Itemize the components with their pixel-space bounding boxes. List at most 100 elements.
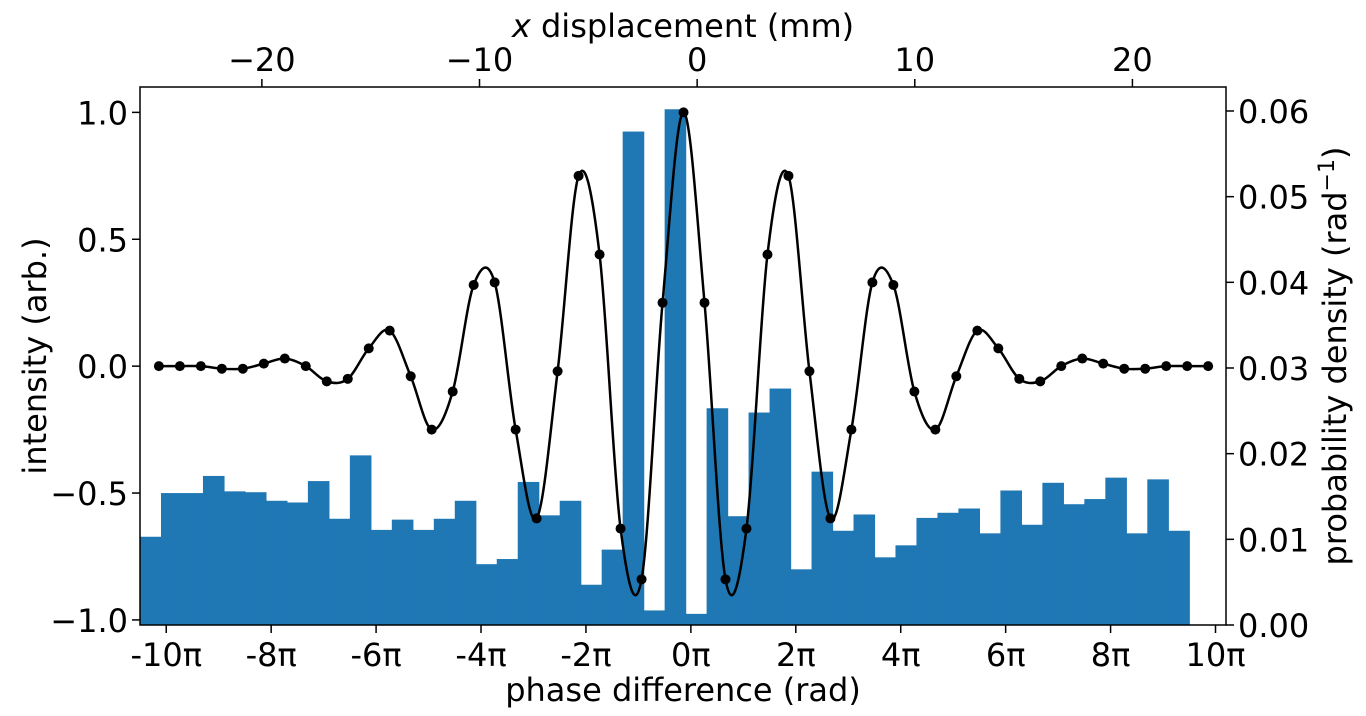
histogram-bar (958, 508, 981, 625)
left-axis: −1.0 −0.5 0.0 0.5 1.0 (50, 94, 140, 640)
histogram-bar (1168, 530, 1190, 625)
left-tick-label: −1.0 (50, 602, 128, 640)
histogram-bar (1084, 499, 1106, 625)
histogram-bar (643, 610, 666, 625)
x-tick-label: 6π (986, 636, 1026, 674)
intensity-point (279, 353, 290, 364)
histogram-bar (1063, 504, 1085, 625)
histogram-bar (286, 502, 309, 625)
intensity-point (447, 386, 458, 397)
intensity-point (237, 363, 248, 374)
histogram-bar (874, 557, 897, 625)
intensity-point (636, 574, 647, 585)
histogram-bar (664, 109, 687, 626)
intensity-point (846, 424, 857, 435)
right-axis-label: probability density (rad−1) (1315, 147, 1354, 566)
histogram-bar (580, 584, 603, 625)
intensity-point (594, 249, 605, 260)
intensity-point (174, 361, 185, 372)
histogram-bar (790, 569, 813, 625)
x-tick-label: -10π (130, 636, 202, 674)
top-tick-label: −10 (446, 41, 514, 79)
intensity-points (153, 107, 1214, 585)
histogram-bar (349, 455, 372, 625)
histogram-bar (1000, 490, 1022, 625)
intensity-point (321, 376, 332, 387)
intensity-point (825, 513, 836, 524)
intensity-point (1119, 363, 1130, 374)
x-tick-label: -6π (351, 636, 402, 674)
intensity-point (1140, 363, 1151, 374)
intensity-point (930, 424, 941, 435)
top-tick-label: 10 (894, 41, 935, 79)
x-tick-label: 0π (671, 636, 711, 674)
histogram-bar (1147, 479, 1169, 625)
top-tick-label: 20 (1112, 41, 1153, 79)
intensity-point (489, 277, 500, 288)
intensity-point (720, 574, 731, 585)
intensity-point (867, 277, 878, 288)
intensity-point (552, 366, 563, 377)
top-axis-label: x displacement (mm) (511, 7, 854, 45)
x-tick-label: 4π (881, 636, 921, 674)
histogram-bar (328, 518, 351, 625)
intensity-point (510, 424, 521, 435)
histogram-bar (601, 549, 624, 625)
histogram-bar (916, 517, 939, 625)
histogram-bar (1105, 477, 1127, 625)
histogram-bar (475, 564, 498, 625)
intensity-point (426, 424, 437, 435)
intensity-point (657, 297, 668, 308)
x-tick-label: -8π (246, 636, 297, 674)
histogram-bar (307, 481, 330, 625)
intensity-point (1035, 376, 1046, 387)
intensity-point (1182, 361, 1193, 372)
intensity-point (384, 325, 395, 336)
intensity-point (1161, 361, 1172, 372)
intensity-point (1056, 361, 1067, 372)
right-axis: 0.00 0.01 0.02 0.03 0.04 0.05 0.06 (1226, 93, 1309, 645)
intensity-point (300, 361, 311, 372)
intensity-point (468, 279, 479, 290)
histogram-bar (622, 131, 645, 625)
histogram-bar (1021, 524, 1043, 625)
right-tick-label: 0.01 (1238, 521, 1309, 559)
x-tick-label: -2π (560, 636, 611, 674)
x-tick-label: 2π (776, 636, 816, 674)
intensity-point (1077, 353, 1088, 364)
histogram-bar (979, 533, 1002, 625)
left-tick-label: −0.5 (50, 475, 128, 513)
bottom-axis: -10π -8π -6π -4π -2π 0π 2π 4π 6π 8π 10π (130, 625, 1245, 674)
histogram-bar (433, 518, 456, 625)
intensity-point (405, 371, 416, 382)
x-tick-label: 10π (1186, 636, 1246, 674)
intensity-point (1098, 358, 1109, 369)
histogram-bar (937, 512, 960, 625)
histogram-bar (223, 491, 246, 625)
intensity-point (888, 279, 899, 290)
intensity-point (783, 170, 794, 181)
histogram-bar (1042, 482, 1064, 625)
histogram-bar (559, 500, 582, 625)
histogram-bar (853, 514, 876, 625)
top-tick-label: −20 (228, 41, 296, 79)
intensity-point (909, 386, 920, 397)
histogram-bar (265, 500, 288, 625)
left-axis-label: intensity (arb.) (16, 237, 54, 474)
histogram-bar (370, 529, 393, 625)
right-tick-label: 0.04 (1238, 264, 1309, 302)
intensity-point (993, 343, 1004, 354)
x-axis-label: phase difference (rad) (505, 671, 861, 709)
left-tick-label: 1.0 (77, 94, 128, 132)
intensity-point (972, 325, 983, 336)
histogram-bar (706, 408, 729, 625)
right-tick-label: 0.05 (1238, 179, 1309, 217)
x-tick-label: -4π (455, 636, 506, 674)
histogram-bar (202, 475, 225, 625)
histogram-bar (895, 545, 918, 625)
histogram-bar (391, 519, 414, 625)
intensity-point (762, 249, 773, 260)
histogram-bar (412, 529, 435, 625)
intensity-point (573, 170, 584, 181)
